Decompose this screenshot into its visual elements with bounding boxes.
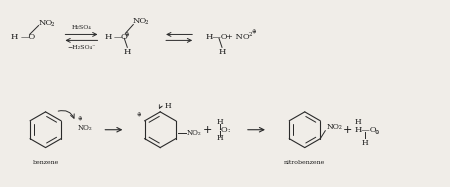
Text: H₂SO₄: H₂SO₄ [72, 25, 91, 30]
Text: H: H [217, 134, 223, 142]
Text: 2: 2 [50, 22, 54, 27]
Text: H: H [354, 118, 361, 126]
Text: +: + [202, 125, 212, 135]
Text: nitrobenzene: nitrobenzene [284, 160, 325, 165]
Text: NO₂: NO₂ [326, 123, 342, 131]
Text: 2: 2 [249, 32, 252, 37]
Text: benzene: benzene [32, 160, 58, 165]
Text: H—O: H—O [205, 33, 228, 41]
Text: H: H [217, 118, 223, 126]
Text: H: H [11, 33, 18, 41]
Text: —: — [113, 33, 122, 41]
Text: O: O [120, 33, 127, 41]
Text: NO: NO [39, 19, 53, 27]
Text: NO₂: NO₂ [187, 129, 202, 137]
Text: + NO: + NO [226, 33, 250, 41]
Text: −H₂SO₄⁻: −H₂SO₄⁻ [67, 45, 96, 50]
Text: H: H [361, 139, 368, 147]
Text: H: H [124, 48, 131, 56]
Text: :O:: :O: [218, 126, 231, 134]
Text: NO₂: NO₂ [77, 124, 92, 132]
Text: 2: 2 [144, 20, 148, 25]
Text: NO: NO [132, 16, 147, 24]
Text: ⊕: ⊕ [77, 115, 82, 120]
Text: H: H [105, 33, 112, 41]
Text: ⊕: ⊕ [252, 29, 256, 34]
Text: H—O: H—O [355, 126, 377, 134]
Text: H: H [165, 102, 171, 110]
Text: ⊕: ⊕ [136, 111, 140, 116]
Text: +: + [343, 125, 352, 135]
Text: ⊕: ⊕ [124, 32, 129, 37]
Text: H: H [218, 48, 226, 56]
Text: —O: —O [21, 33, 36, 41]
Text: ⊖: ⊖ [374, 130, 379, 135]
